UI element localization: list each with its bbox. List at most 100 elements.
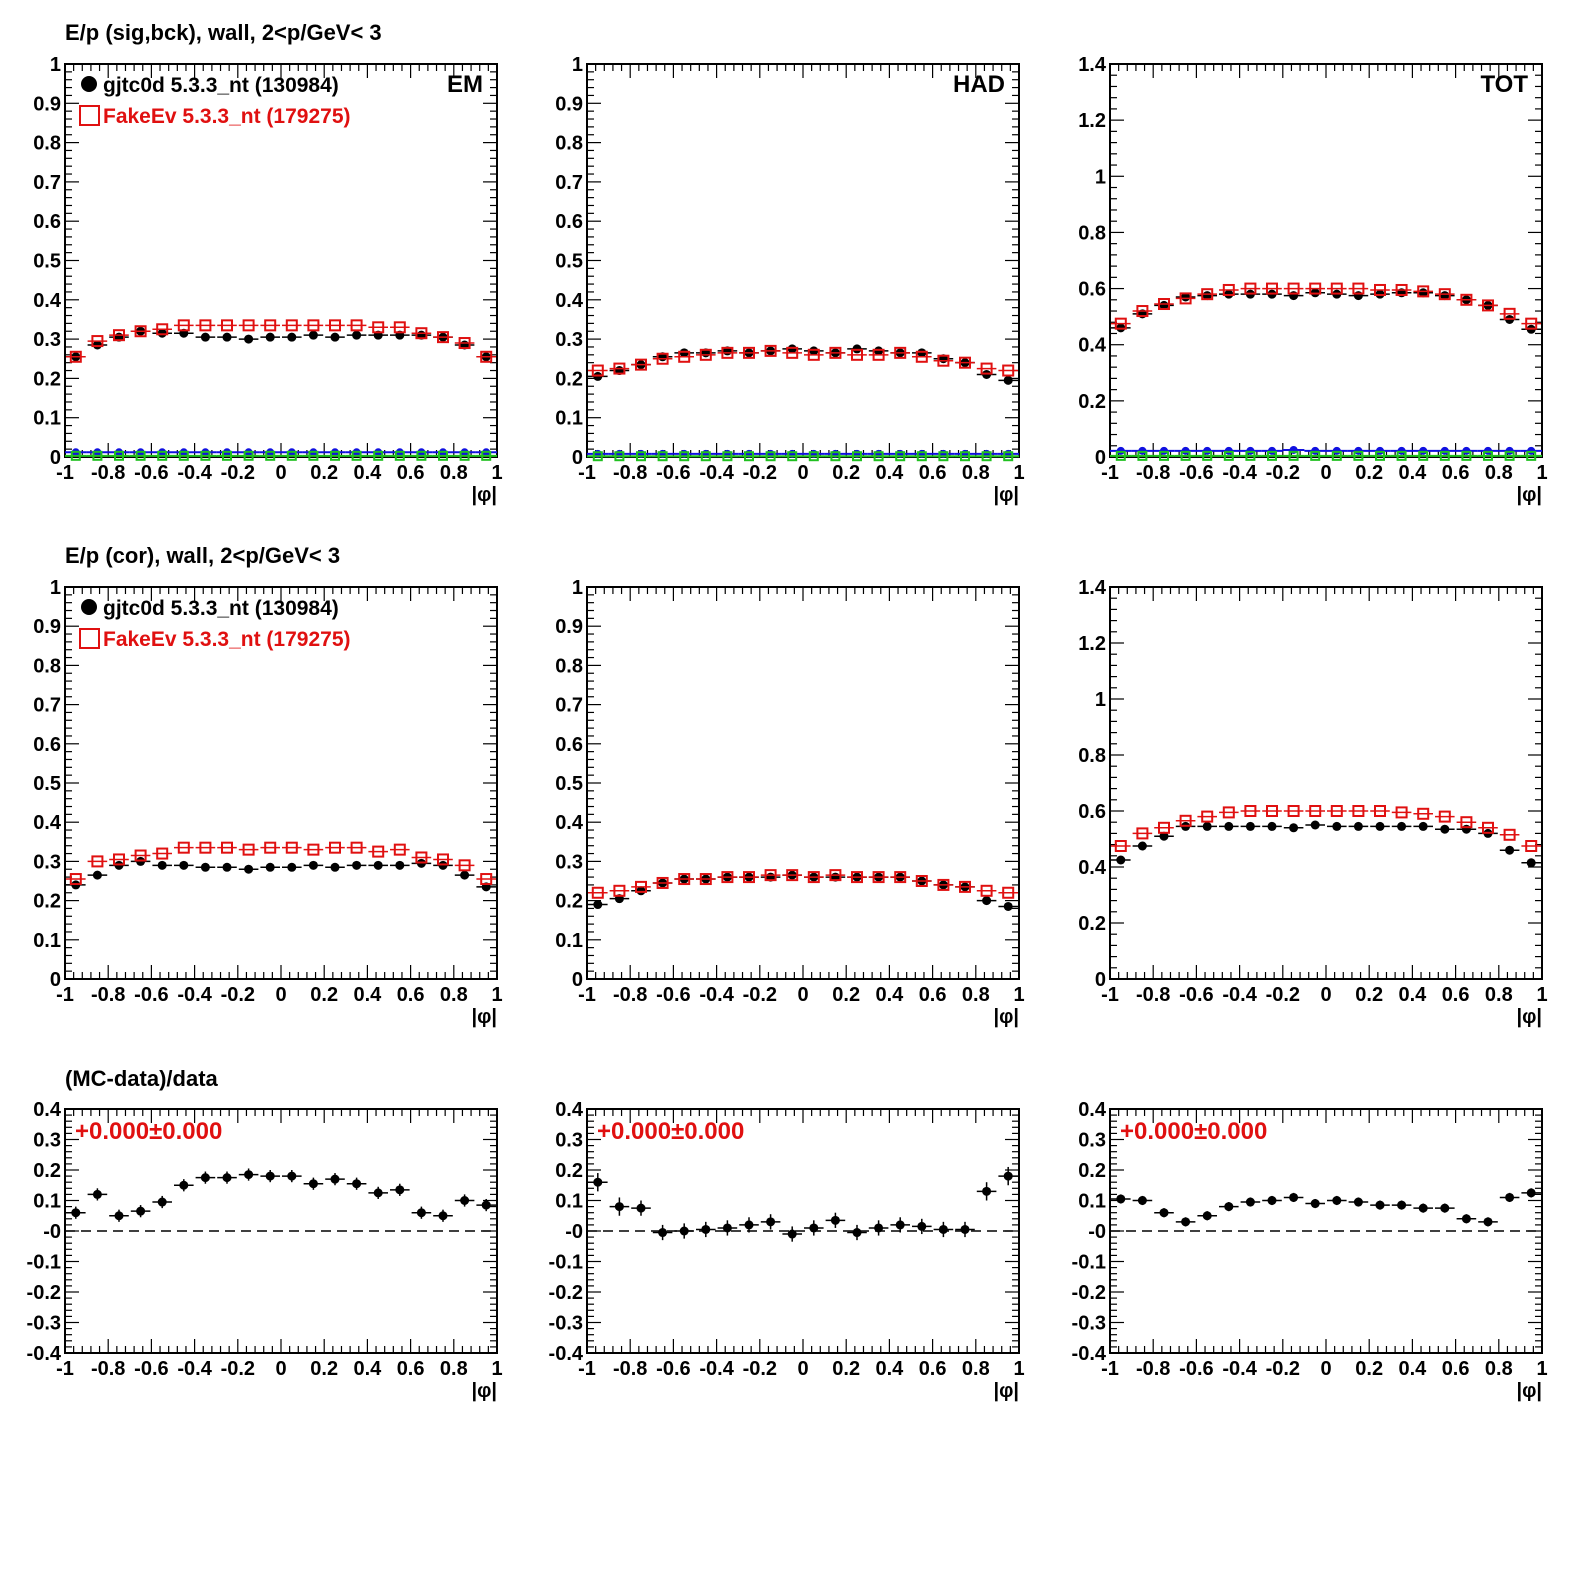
ratio-point [1418, 1203, 1428, 1213]
bkg-mc-point [308, 450, 319, 461]
mc-point [1417, 285, 1430, 298]
x-tick-label: 0 [275, 984, 286, 1006]
y-tick-label: 0.4 [33, 1099, 62, 1121]
panel-r1c3: -1 -0.8 -0.6 -0.4 -0.2 0 0.2 0.4 0.6 0.8 1 0 0.2 0.4 0… [1078, 54, 1547, 506]
mc-point [264, 841, 277, 854]
data-point [1003, 375, 1013, 385]
data-point [1332, 821, 1342, 831]
bkg-mc-point [1003, 451, 1014, 462]
mc-point [1482, 821, 1494, 834]
x-tick-label: 0.8 [962, 1358, 990, 1380]
legend-marker-data [81, 76, 97, 92]
mc-point [177, 319, 190, 332]
bkg-mc-point [1504, 450, 1515, 461]
x-tick-label: -0.2 [221, 1358, 255, 1380]
y-tick-label: 0.9 [555, 616, 583, 638]
y-tick-label: 0.4 [33, 812, 62, 834]
y-tick-label: 0.6 [555, 211, 583, 233]
x-axis-label: |φ| [472, 1006, 498, 1028]
data-point [244, 334, 254, 344]
legend-marker-data [81, 599, 97, 615]
mc-point [937, 354, 950, 367]
ratio-point [92, 1189, 102, 1199]
y-tick-label: 0.4 [555, 1099, 584, 1121]
panel-r2c2: -1 -0.8 -0.6 -0.4 -0.2 0 0.2 0.4 0.6 0.8 1 0 0.1 0.2 0… [555, 577, 1024, 1028]
y-tick-label: 0.3 [555, 851, 583, 873]
ratio-point [830, 1215, 840, 1225]
y-tick-label: 0.6 [33, 211, 61, 233]
y-tick-label: 0.3 [555, 1130, 583, 1152]
row-title-top: E/p (sig,bck), wall, 2<p/GeV< 3 [65, 20, 382, 45]
mc-point [1438, 810, 1451, 823]
y-tick-label: -0 [565, 1221, 583, 1243]
x-tick-label: -1 [1101, 984, 1119, 1006]
bkg-mc-point [657, 451, 668, 462]
panel-r1c2: -1 -0.8 -0.6 -0.4 -0.2 0 0.2 0.4 0.6 0.8 1 0 0.1 0.2 0… [555, 54, 1024, 506]
ratio-point [1483, 1217, 1493, 1227]
data-point [308, 860, 318, 870]
data-point [265, 332, 275, 342]
bkg-data-point [1505, 446, 1514, 455]
bkg-mc-point [438, 450, 448, 461]
mc-point [1158, 821, 1170, 834]
bkg-mc-point [416, 450, 427, 461]
ratio-point [1375, 1200, 1385, 1210]
mc-point [1503, 828, 1516, 841]
x-tick-label: 1 [491, 984, 502, 1006]
x-tick-label: -0.8 [91, 984, 125, 1006]
ratio-point [395, 1185, 405, 1195]
ratio-point [244, 1170, 254, 1180]
y-tick-label: 0.2 [1078, 913, 1106, 935]
x-tick-label: -0.8 [1136, 1358, 1170, 1380]
mc-point [959, 356, 971, 369]
bkg-data-point [1397, 446, 1406, 455]
mc-point [221, 319, 233, 332]
mc-point [980, 362, 993, 375]
mc-point [1395, 283, 1408, 296]
x-tick-label: -0.2 [1266, 462, 1300, 484]
x-tick-label: -0.4 [1222, 984, 1257, 1006]
y-tick-label: 0.1 [555, 1191, 583, 1213]
mc-point [1201, 288, 1214, 301]
x-tick-label: 0.8 [1485, 462, 1513, 484]
x-tick-label: 0.2 [1355, 1358, 1383, 1380]
mc-point [656, 876, 669, 889]
y-tick-label: 0 [50, 969, 61, 991]
data-point [1353, 821, 1363, 831]
panel-r2c1: -1 -0.8 -0.6 -0.4 -0.2 0 0.2 0.4 0.6 0.8 1 0 0.1 0.2 0… [33, 577, 502, 1028]
x-tick-label: -1 [1101, 462, 1119, 484]
mc-point [937, 878, 950, 891]
data-point [373, 860, 383, 870]
y-tick-label: 0.2 [1078, 391, 1106, 413]
y-tick-label: 1 [1095, 166, 1106, 188]
bkg-data-point [1138, 446, 1147, 455]
ratio-point [1461, 1214, 1471, 1224]
data-point [917, 348, 927, 358]
mc-point [156, 323, 169, 336]
x-tick-label: 0.6 [397, 1358, 425, 1380]
bkg-mc-point [636, 451, 646, 462]
mc-point [350, 841, 363, 854]
mc-point [872, 348, 885, 361]
mc-point [458, 337, 471, 350]
x-tick-label: 0.8 [962, 984, 990, 1006]
x-tick-label: 0.6 [919, 1358, 947, 1380]
bkg-mc-point [135, 450, 146, 461]
x-tick-label: -0.4 [177, 462, 212, 484]
y-tick-label: 0.2 [555, 368, 583, 390]
bkg-mc-point [222, 450, 232, 461]
mc-point [437, 331, 449, 344]
x-tick-label: 0.2 [310, 462, 338, 484]
y-tick-label: 0.3 [33, 329, 61, 351]
mc-point [1525, 840, 1538, 852]
mc-point [1374, 283, 1386, 296]
ratio-point [481, 1200, 491, 1210]
data-point [287, 862, 297, 872]
data-point [1159, 831, 1169, 841]
bkg-mc-point [1288, 450, 1299, 461]
mc-point [1525, 317, 1538, 330]
x-tick-label: -0.2 [1266, 1358, 1300, 1380]
plot-frame [1109, 63, 1543, 458]
bkg-mc-point [592, 451, 603, 462]
corner-label: HAD [953, 71, 1005, 98]
